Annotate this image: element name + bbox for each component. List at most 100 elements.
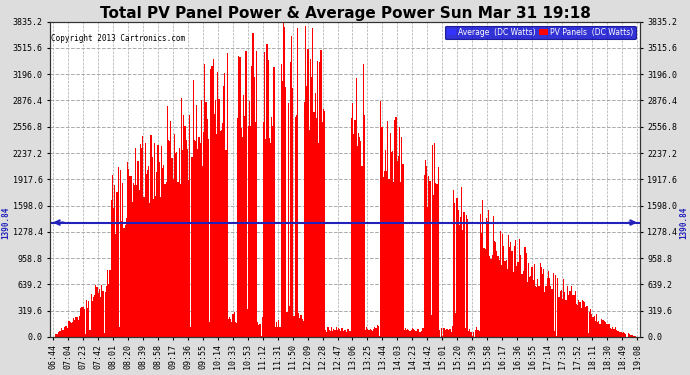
Bar xyxy=(605,322,607,337)
Bar xyxy=(83,309,85,337)
Bar xyxy=(374,327,375,337)
Bar xyxy=(342,328,343,337)
Bar xyxy=(533,279,534,337)
Bar xyxy=(471,336,473,337)
Bar xyxy=(172,179,174,337)
Bar xyxy=(319,62,320,337)
Bar xyxy=(326,332,328,337)
Bar xyxy=(113,208,114,337)
Bar xyxy=(219,131,221,337)
Bar xyxy=(95,285,97,337)
Bar xyxy=(462,230,464,337)
Bar xyxy=(266,44,268,337)
Bar xyxy=(428,176,429,337)
Bar xyxy=(115,234,117,337)
Bar xyxy=(541,267,542,337)
Bar xyxy=(453,189,454,337)
Bar xyxy=(351,117,352,337)
Bar xyxy=(202,166,203,337)
Bar xyxy=(140,144,141,337)
Bar xyxy=(596,314,597,337)
Bar xyxy=(573,296,575,337)
Bar xyxy=(372,332,373,337)
Bar xyxy=(455,313,456,337)
Bar xyxy=(268,60,269,337)
Bar xyxy=(211,66,213,337)
Bar xyxy=(522,274,523,337)
Bar xyxy=(150,135,152,337)
Bar xyxy=(595,321,596,337)
Bar xyxy=(316,118,317,337)
Bar xyxy=(482,201,483,337)
Bar xyxy=(295,117,296,337)
Bar xyxy=(560,291,561,337)
Bar xyxy=(137,161,139,337)
Bar xyxy=(397,156,399,337)
Bar xyxy=(159,162,160,337)
Bar xyxy=(273,67,275,337)
Bar xyxy=(439,330,440,337)
Bar xyxy=(550,286,551,337)
Bar xyxy=(176,152,177,337)
Bar xyxy=(364,115,365,337)
Bar xyxy=(228,319,229,337)
Bar xyxy=(586,306,588,337)
Bar xyxy=(194,140,195,337)
Bar xyxy=(305,26,306,337)
Bar xyxy=(566,286,568,337)
Bar xyxy=(271,117,273,337)
Bar xyxy=(460,217,461,337)
Bar xyxy=(243,95,244,337)
Bar xyxy=(499,260,500,337)
Bar xyxy=(625,334,627,337)
Bar xyxy=(168,141,169,337)
Bar xyxy=(353,134,355,337)
Bar xyxy=(222,123,223,337)
Bar xyxy=(214,114,215,337)
Bar xyxy=(469,329,471,337)
Bar xyxy=(513,272,514,337)
Text: 1390.84: 1390.84 xyxy=(680,206,689,239)
Bar xyxy=(99,290,100,337)
Bar xyxy=(618,331,620,337)
Bar xyxy=(262,316,263,337)
Bar xyxy=(542,274,543,337)
Bar xyxy=(388,179,390,337)
Bar xyxy=(484,249,486,337)
Bar xyxy=(581,308,582,337)
Bar xyxy=(384,171,385,337)
Bar xyxy=(346,332,347,337)
Bar xyxy=(149,203,150,337)
Bar xyxy=(518,239,520,337)
Bar xyxy=(570,291,571,337)
Bar xyxy=(622,333,623,337)
Bar xyxy=(367,329,368,337)
Bar xyxy=(530,276,531,337)
Bar xyxy=(297,28,298,337)
Bar xyxy=(524,247,526,337)
Bar xyxy=(77,317,78,337)
Bar xyxy=(582,300,583,337)
Bar xyxy=(304,102,305,337)
Bar xyxy=(236,323,237,337)
Bar xyxy=(543,269,544,337)
Bar xyxy=(155,196,156,337)
Bar xyxy=(421,331,422,337)
Bar xyxy=(257,322,258,337)
Bar xyxy=(278,320,279,337)
Bar xyxy=(142,136,144,337)
Bar xyxy=(406,330,407,337)
Bar xyxy=(434,142,435,337)
Bar xyxy=(459,225,460,337)
Bar xyxy=(503,246,504,337)
Bar xyxy=(373,329,374,337)
Bar xyxy=(59,331,60,337)
Bar xyxy=(88,302,90,337)
Bar xyxy=(94,295,95,337)
Bar xyxy=(320,50,322,337)
Bar xyxy=(583,301,584,337)
Bar xyxy=(288,306,290,337)
Bar xyxy=(215,100,216,337)
Bar xyxy=(475,330,476,337)
Bar xyxy=(432,145,433,337)
